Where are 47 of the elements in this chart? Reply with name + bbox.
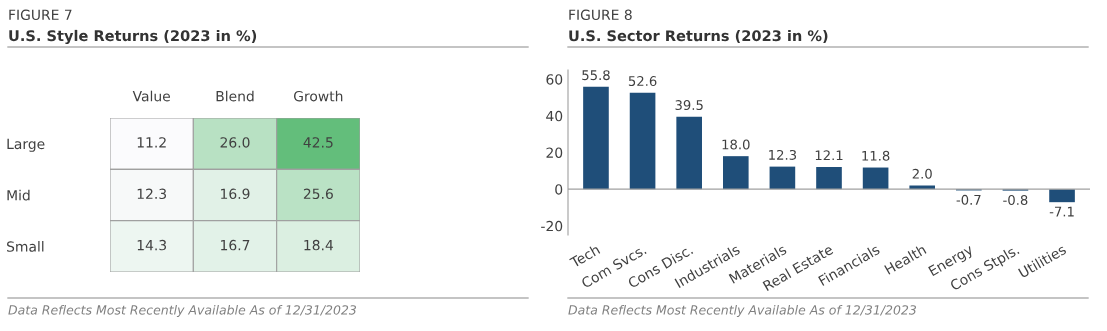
text: Data Reflects Most Recently Available As of 12/31/2023 <box>568 304 917 318</box>
bar <box>909 185 936 190</box>
y-tick-label: 40 <box>546 110 563 122</box>
data-label: 14.3 <box>137 239 167 251</box>
y-tick-label: Small <box>7 241 44 252</box>
chart-title: U.S. Sector Returns (2023 in %) <box>569 29 828 43</box>
bar <box>862 167 889 190</box>
data-label: 26.0 <box>220 137 250 148</box>
chart-subtitle: FIGURE 8 <box>569 9 632 21</box>
bar <box>629 92 656 190</box>
data-label: -7.1 <box>1049 206 1074 217</box>
bar <box>769 166 796 190</box>
data-label: 11.8 <box>862 150 890 161</box>
y-tick-label: Large <box>7 138 45 152</box>
data-label: 16.9 <box>221 188 250 200</box>
text: Data Reflects Most Recently Available As of 12/31/2023 <box>8 304 357 318</box>
data-label: -0.7 <box>956 194 981 205</box>
data-label: 52.6 <box>628 76 657 87</box>
bar <box>1049 189 1075 203</box>
data-label: 18.0 <box>722 139 750 150</box>
data-label: 55.8 <box>582 70 610 81</box>
data-label: 12.3 <box>137 188 167 200</box>
data-label: -0.8 <box>1003 195 1028 206</box>
bar <box>583 86 609 190</box>
y-tick-label: Mid <box>7 189 30 201</box>
x-tick-label: Blend <box>216 90 254 102</box>
data-label: 11.2 <box>137 137 166 148</box>
data-label: 12.1 <box>815 150 843 161</box>
y-tick-label: 60 <box>546 74 563 85</box>
x-tick-label: Growth <box>293 90 343 102</box>
y-tick-label: -20 <box>541 220 563 232</box>
data-label: 42.5 <box>303 137 333 148</box>
bar <box>676 116 702 190</box>
data-label: 2.0 <box>912 168 932 179</box>
x-tick-label: Tech <box>568 243 601 269</box>
y-tick-label: 20 <box>546 147 563 158</box>
data-label: 39.5 <box>675 100 703 111</box>
x-tick-label: Value <box>132 90 170 102</box>
data-label: 25.6 <box>303 188 333 200</box>
chart-subtitle: FIGURE 7 <box>9 9 72 21</box>
data-label: 12.3 <box>769 149 797 160</box>
bar <box>816 166 842 190</box>
data-label: 18.4 <box>304 239 334 251</box>
y-tick-label: 0 <box>555 184 563 195</box>
data-label: 16.7 <box>221 239 250 251</box>
chart-title: U.S. Style Returns (2023 in %) <box>9 29 257 45</box>
bar <box>722 156 749 190</box>
